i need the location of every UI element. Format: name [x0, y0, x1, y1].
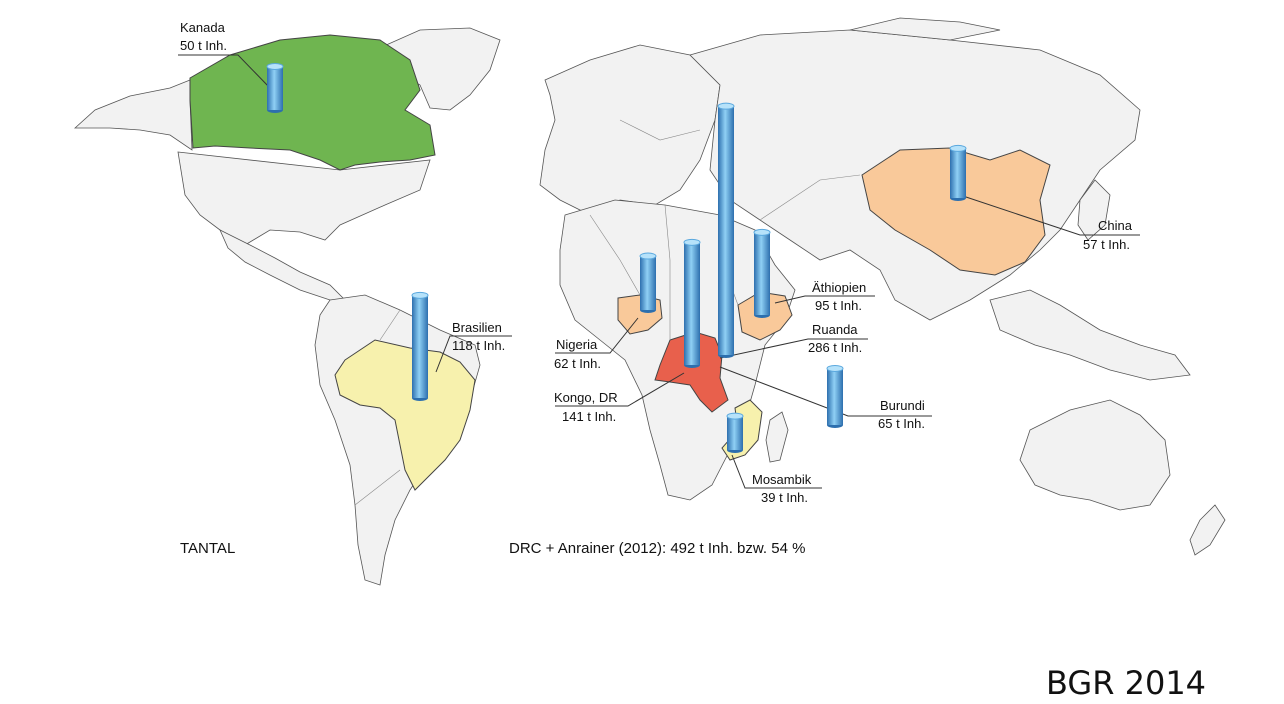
- source-credit: BGR 2014: [1046, 664, 1207, 702]
- label-mosambik-name: Mosambik: [752, 472, 812, 487]
- cylinder-bar-china: [949, 144, 967, 201]
- country-brasilien: [334, 339, 476, 491]
- map-title: TANTAL: [180, 540, 235, 557]
- cylinder-body: [754, 232, 770, 315]
- cylinder-body: [950, 148, 966, 198]
- cylinder-body: [718, 106, 734, 356]
- border-line: [664, 204, 671, 340]
- label-china-name: China: [1098, 218, 1133, 233]
- cylinder-bar-nigeria: [639, 252, 657, 313]
- land-australia: [1019, 399, 1171, 511]
- land-southeast-asia: [989, 289, 1191, 381]
- label-china-value: 57 t Inh.: [1083, 237, 1130, 252]
- land-central-america: [219, 229, 346, 301]
- label-nigeria-value: 62 t Inh.: [554, 356, 601, 371]
- cylinder-body: [684, 242, 700, 365]
- leader-china: [959, 194, 1140, 236]
- border-line: [379, 309, 401, 341]
- label-burundi-name: Burundi: [880, 398, 925, 413]
- cylinder-top: [411, 291, 429, 299]
- cylinder-top: [266, 63, 284, 70]
- label-kongo-name: Kongo, DR: [554, 390, 618, 405]
- border-line: [619, 119, 701, 141]
- leader-mosambik: [731, 454, 822, 489]
- cylinder-top: [717, 102, 735, 110]
- leader-kongo: [555, 372, 685, 407]
- leader-burundi: [719, 366, 932, 417]
- land-new-zealand: [1189, 504, 1226, 556]
- leader-nigeria: [555, 317, 639, 354]
- country-labels: Kanada 50 t Inh. China 57 t Inh. Brasili…: [180, 20, 1133, 505]
- cylinder-top: [639, 252, 657, 260]
- border-line: [759, 174, 861, 221]
- label-kanada-value: 50 t Inh.: [180, 38, 227, 53]
- label-kanada-name: Kanada: [180, 20, 226, 35]
- border-line: [589, 214, 641, 296]
- label-ruanda-name: Ruanda: [812, 322, 858, 337]
- cylinder-body: [640, 256, 656, 310]
- cylinder-top: [683, 238, 701, 246]
- border-hints: [354, 119, 861, 506]
- cylinder-body: [267, 66, 283, 110]
- cylinder-bars: [266, 63, 967, 453]
- cylinder-bar-burundi: [826, 364, 844, 428]
- cylinder-bar-ruanda: [717, 102, 735, 358]
- label-mosambik-value: 39 t Inh.: [761, 490, 808, 505]
- cylinder-body: [727, 416, 743, 450]
- cylinder-top: [949, 144, 967, 152]
- land-arctic-russia: [849, 17, 1001, 41]
- leader-kanada: [178, 54, 271, 89]
- label-aethiopien-name: Äthiopien: [812, 280, 866, 295]
- label-ruanda-value: 286 t Inh.: [808, 340, 862, 355]
- leader-aethiopien: [774, 295, 875, 304]
- cylinder-bar-kanada: [266, 63, 284, 113]
- cylinder-bar-kongo: [683, 238, 701, 368]
- label-brasilien-value: 118 t Inh.: [452, 338, 505, 353]
- label-burundi-value: 65 t Inh.: [878, 416, 925, 431]
- land-alaska: [73, 77, 196, 151]
- cylinder-top: [726, 412, 744, 420]
- border-line: [354, 469, 401, 506]
- cylinder-bar-brasilien: [411, 291, 429, 401]
- map-summary: DRC + Anrainer (2012): 492 t Inh. bzw. 5…: [509, 540, 805, 557]
- country-kongo: [654, 331, 729, 413]
- label-kongo-value: 141 t Inh.: [562, 409, 616, 424]
- cylinder-bar-mosambik: [726, 412, 744, 453]
- label-aethiopien-value: 95 t Inh.: [815, 298, 862, 313]
- land-madagascar: [765, 411, 789, 463]
- cylinder-top: [753, 228, 771, 236]
- cylinder-body: [412, 295, 428, 398]
- cylinder-bar-aethiopien: [753, 228, 771, 318]
- leader-ruanda: [719, 338, 868, 359]
- land-europe: [539, 44, 721, 216]
- cylinder-body: [827, 368, 843, 425]
- label-nigeria-name: Nigeria: [556, 337, 598, 352]
- land-japan: [1077, 179, 1111, 241]
- leader-brasilien: [435, 335, 512, 373]
- land-north-america: [177, 151, 431, 246]
- label-brasilien-name: Brasilien: [452, 320, 502, 335]
- cylinder-top: [826, 364, 844, 372]
- leader-lines: [178, 54, 1140, 489]
